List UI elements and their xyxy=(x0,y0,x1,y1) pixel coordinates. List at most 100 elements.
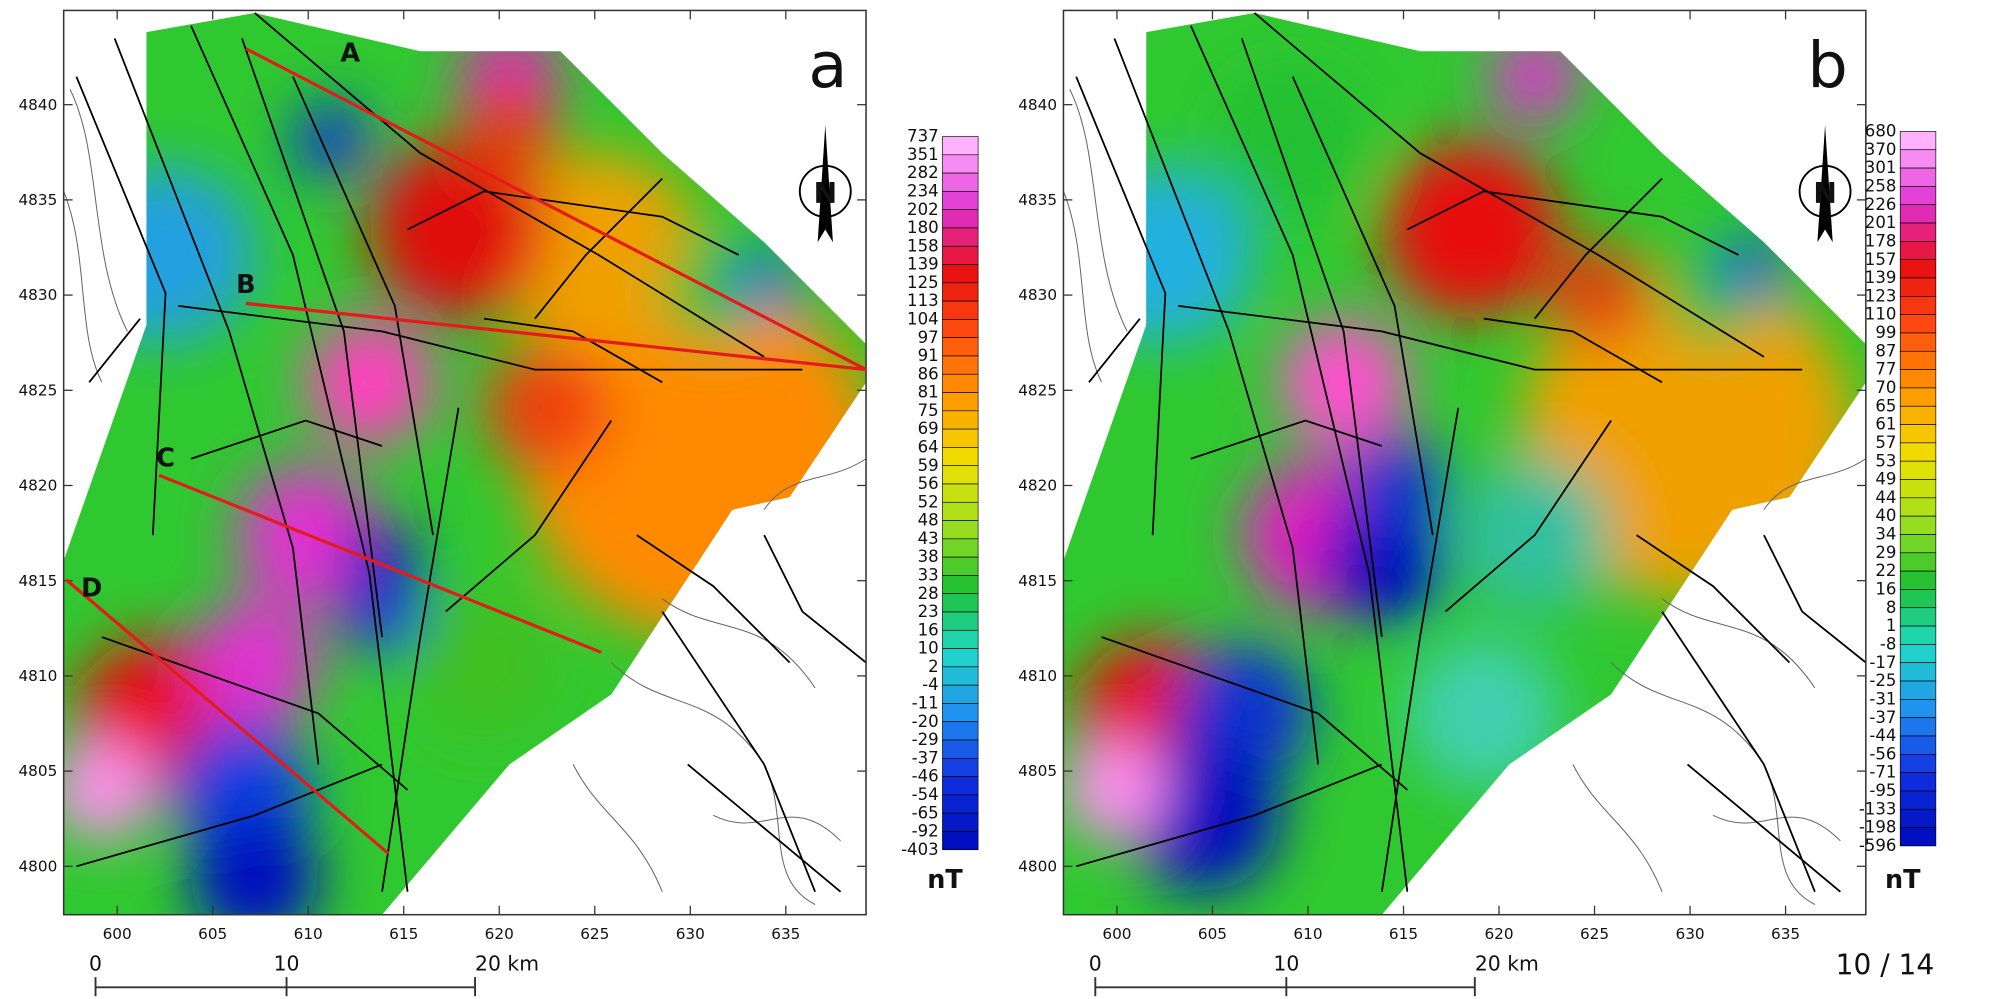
colorbar-segment xyxy=(1899,259,1937,279)
colorbar-segment xyxy=(1899,827,1937,847)
fault xyxy=(1380,407,1460,892)
colorbar-segment xyxy=(942,264,979,284)
colorbar-label: 202 xyxy=(907,200,939,219)
colorbar-segment xyxy=(942,447,979,467)
y-tick-label: 4825 xyxy=(18,381,57,399)
profile-label: B xyxy=(236,270,255,300)
colorbar-segment xyxy=(1899,790,1937,810)
colorbar-label: 43 xyxy=(918,529,939,548)
colorbar-label: 180 xyxy=(907,218,939,237)
x-tick-label: 630 xyxy=(1675,925,1704,943)
colorbar-label: -46 xyxy=(912,767,939,786)
colorbar-segment xyxy=(1899,662,1937,682)
anomaly xyxy=(1407,637,1561,790)
colorbar-segment xyxy=(942,154,979,174)
colorbar-label: 113 xyxy=(907,291,939,310)
coast-contour xyxy=(63,191,103,383)
fault xyxy=(75,76,167,536)
colorbar-label: 48 xyxy=(918,511,939,530)
colorbar-label: 23 xyxy=(918,602,939,621)
x-tick-label: 625 xyxy=(580,925,609,943)
colorbar-segment xyxy=(1899,314,1937,334)
colorbar-segment xyxy=(942,282,979,302)
colorbar-segment xyxy=(942,191,979,210)
fault xyxy=(1444,420,1612,613)
anomaly xyxy=(292,102,370,179)
coast-contour xyxy=(661,598,816,689)
coast-contour xyxy=(1063,191,1103,383)
colorbar-segment xyxy=(942,575,979,595)
colorbar-label: 258 xyxy=(1865,176,1897,195)
fault xyxy=(1406,190,1739,256)
colorbar-segment xyxy=(1899,552,1937,572)
colorbar-segment xyxy=(1899,644,1937,664)
x-tick-label: 625 xyxy=(1580,925,1609,943)
colorbar-label: 59 xyxy=(918,456,939,475)
anomaly xyxy=(483,344,612,472)
colorbar-segment xyxy=(1899,277,1937,297)
colorbar-segment xyxy=(1899,295,1937,315)
fault xyxy=(1113,38,1320,765)
colorbar-label: -95 xyxy=(1869,781,1896,800)
colorbar-segment xyxy=(942,300,979,320)
colorbar-segment xyxy=(1899,405,1937,425)
x-tick-label: 605 xyxy=(198,925,227,943)
y-tick-label: 4800 xyxy=(1018,857,1057,875)
anomaly xyxy=(407,586,561,739)
anomaly xyxy=(1547,242,1650,345)
colorbar-label: -37 xyxy=(912,748,939,767)
colorbar-segment xyxy=(942,355,979,375)
x-tick-label: 620 xyxy=(1484,925,1513,943)
colorbar-label: 64 xyxy=(918,438,939,457)
x-tick-label: 615 xyxy=(1389,925,1418,943)
fault xyxy=(1075,76,1167,536)
colorbar-segment xyxy=(942,812,979,832)
map-frame xyxy=(1062,9,1867,916)
fault xyxy=(113,38,320,765)
profile-line xyxy=(245,301,867,372)
scale-label: 20 km xyxy=(1475,952,1539,976)
fault xyxy=(1253,12,1765,358)
colorbar-label: -71 xyxy=(1869,763,1896,782)
colorbar-label: 70 xyxy=(1875,378,1896,397)
colorbar-segment xyxy=(1899,460,1937,480)
colorbar-label: -8 xyxy=(1880,634,1897,653)
colorbar-label: 226 xyxy=(1865,195,1897,214)
x-tick-label: 630 xyxy=(676,925,705,943)
colorbar-segment xyxy=(942,611,979,631)
colorbar-label: 33 xyxy=(918,566,939,585)
colorbar-label: -198 xyxy=(1859,818,1897,837)
panel-label: a xyxy=(808,29,847,103)
colorbar-segment xyxy=(1899,625,1937,645)
colorbar-label: 1 xyxy=(1886,616,1897,635)
colorbar-segment xyxy=(1899,167,1937,187)
anomaly xyxy=(63,738,153,841)
north-label: N xyxy=(814,177,837,210)
x-tick-label: 635 xyxy=(771,925,800,943)
fault xyxy=(178,305,803,371)
colorbar-segment xyxy=(942,227,979,247)
fault xyxy=(687,763,842,893)
map-area xyxy=(1063,10,1866,915)
colorbar-label: 16 xyxy=(1875,580,1896,599)
anomaly xyxy=(1127,738,1280,892)
colorbar-segment xyxy=(1899,699,1937,718)
fault xyxy=(1636,534,1791,664)
colorbar-segment xyxy=(1899,589,1937,609)
colorbar-segment xyxy=(942,428,979,448)
colorbar-segment xyxy=(942,666,979,686)
fault xyxy=(1686,763,1841,893)
colorbar-segment xyxy=(942,831,979,851)
y-tick-label: 4830 xyxy=(18,286,57,304)
colorbar-segment xyxy=(1899,131,1937,151)
colorbar-segment xyxy=(942,136,979,156)
colorbar-segment xyxy=(942,172,979,192)
colorbar-label: 123 xyxy=(1865,286,1897,305)
anomaly xyxy=(305,318,434,447)
colorbar-unit: nT xyxy=(927,865,963,895)
anomaly xyxy=(337,567,427,657)
colorbar-label: 110 xyxy=(1865,305,1897,324)
x-tick-label: 600 xyxy=(1102,925,1131,943)
colorbar-segment xyxy=(942,703,979,723)
colorbar-label: 91 xyxy=(918,346,939,365)
